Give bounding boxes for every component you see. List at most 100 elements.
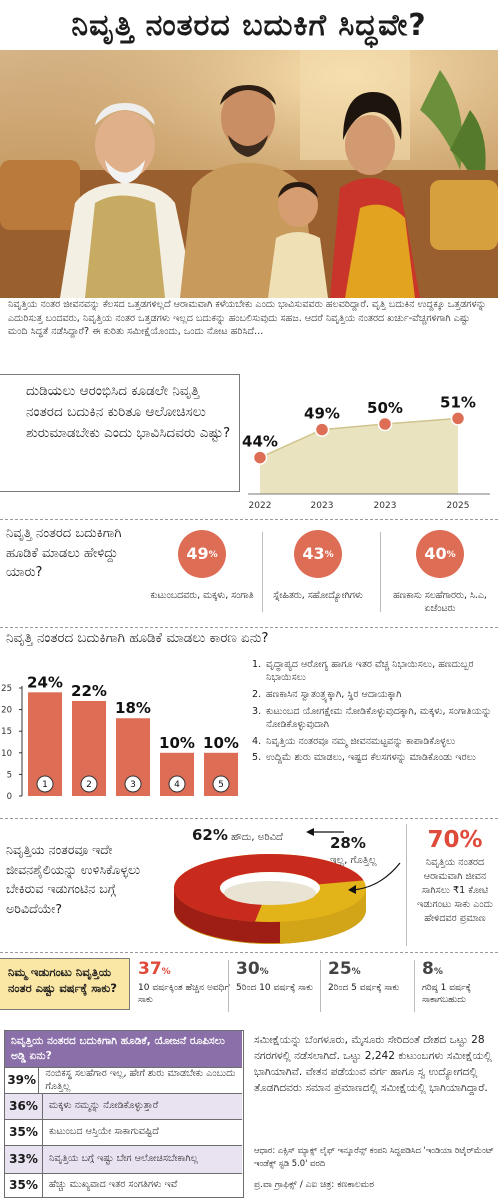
obstacle-percent: 35% bbox=[5, 1174, 43, 1197]
area-data-label: 50% bbox=[367, 399, 403, 417]
reason-text: ವೃದ್ಧಾಪ್ಯದ ಆರೋಗ್ಯ ಹಾಗೂ ಇತರ ವೆಚ್ಚ ನಿಭಾಯಿಸ… bbox=[266, 659, 474, 684]
awareness-no-text: ಇಲ್ಲ, ಗೊತ್ತಿಲ್ಲ bbox=[330, 854, 377, 866]
duration-section: ನಿಮ್ಮ ಇಡುಗಂಟು ನಿವೃತ್ತಿಯ ನಂತರ ಎಷ್ಟು ವರ್ಷಕ… bbox=[0, 954, 498, 1022]
source-note: ಆಧಾರ: ಎಕ್ಸಿಸ್ ಮ್ಯಾಕ್ಸ್ ಲೈಫ್ ಇನ್ಶೂರೆನ್ಸ್ … bbox=[254, 1145, 494, 1168]
separator bbox=[320, 960, 321, 1012]
duration-label: ಗರಿಷ್ಠ 1 ವರ್ಷಕ್ಕೆ ಸಾಕಾಗಬಹುದು bbox=[422, 983, 472, 1006]
duration-cell: 37% 10 ವರ್ಷಕ್ಕಿಂತ ಹೆಚ್ಚಿನ ಅವಧಿಗೆ ಸಾಕು bbox=[130, 958, 230, 1014]
advisor-family-value: 49 bbox=[186, 543, 209, 563]
duration-question: ನಿಮ್ಮ ಇಡುಗಂಟು ನಿವೃತ್ತಿಯ ನಂತರ ಎಷ್ಟು ವರ್ಷಕ… bbox=[0, 958, 130, 1010]
comfort-callout: 70% ನಿವೃತ್ತಿಯ ನಂತರದ ಆರಾಮವಾಗಿ ಜೀವನ ಸಾಗಿಸಲ… bbox=[412, 826, 498, 925]
bar-number-badge bbox=[212, 775, 230, 793]
reasons-title: ನಿವೃತ್ತಿ ನಂತರದ ಬದುಕಿಗಾಗಿ ಹೂಡಿಕೆ ಮಾಡಲು ಕಾ… bbox=[6, 631, 269, 646]
comfort-value: 70% bbox=[427, 827, 483, 853]
obstacle-percent: 35% bbox=[5, 1120, 43, 1145]
trend-section: ದುಡಿಯಲು ಆರಂಭಿಸಿದ ಕೂಡಲೇ ನಿವೃತ್ತಿ ನಂತರದ ಬದ… bbox=[0, 358, 498, 516]
duration-label: 5ರಿಂದ 10 ವರ್ಷಕ್ಕೆ ಸಾಕು bbox=[236, 983, 314, 994]
obstacle-text: ಹೆಚ್ಚು ಮುಖ್ಯವಾದ ಇತರ ಸಂಗತಿಗಳು ಇವೆ bbox=[49, 1179, 178, 1191]
divider bbox=[0, 627, 498, 628]
obstacle-text: ನಂಬಿಕಸ್ಥ ಸಲಹೆಗಾರ ಇಲ್ಲ, ಹೇಗೆ ಶುರು ಮಾಡಬೇಕು… bbox=[45, 1068, 236, 1092]
divider bbox=[0, 519, 498, 520]
obstacle-text: ಕುಟುಂಬದ ಆಸ್ತಿಯೇ ಸಾಕಾಗುವಷ್ಟಿದೆ bbox=[49, 1126, 159, 1138]
awareness-yes-text: ಹೌದು, ಅರಿವಿದೆ bbox=[231, 832, 283, 843]
duration-cell: 8% ಗರಿಷ್ಠ 1 ವರ್ಷಕ್ಕೆ ಸಾಕಾಗಬಹುದು bbox=[414, 958, 498, 1014]
reasons-legend: 1. ವೃದ್ಧಾಪ್ಯದ ಆರೋಗ್ಯ ಹಾಗೂ ಇತರ ವೆಚ್ಚ ನಿಭಾಯ… bbox=[252, 658, 494, 768]
no-pointer bbox=[351, 862, 401, 891]
y-tick-label: 10 bbox=[1, 749, 12, 759]
no-pointer-arrow bbox=[348, 885, 356, 894]
awareness-ring-chart bbox=[174, 828, 401, 944]
duration-cell: 30% 5ರಿಂದ 10 ವರ್ಷಕ್ಕೆ ಸಾಕು bbox=[228, 958, 322, 1014]
intro-paragraph: ನಿವೃತ್ತಿಯ ನಂತರ ಜೀವನವನ್ನು ಕೆಲಸದ ಒತ್ತಡಗಳಿಲ… bbox=[8, 299, 487, 338]
reason-item: 2. ಹಣಕಾಸಿನ ಸ್ವಾತಂತ್ರ್ಯಕ್ಕಾಗಿ, ಸ್ಥಿರ ಆದಾಯಕ… bbox=[252, 688, 494, 701]
area-point bbox=[314, 422, 330, 437]
advisor-friends-label: ಸ್ನೇಹಿತರು, ಸಹೋದ್ಯೋಗಿಗಳು bbox=[273, 590, 363, 601]
reason-item: 1. ವೃದ್ಧಾಪ್ಯದ ಆರೋಗ್ಯ ಹಾಗೂ ಇತರ ವೆಚ್ಚ ನಿಭಾಯ… bbox=[252, 658, 494, 684]
page-title: ನಿವೃತ್ತಿ ನಂತರದ ಬದುಕಿಗೆ ಸಿದ್ಧವೇ? bbox=[71, 7, 427, 43]
trend-question: ದುಡಿಯಲು ಆರಂಭಿಸಿದ ಕೂಡಲೇ ನಿವೃತ್ತಿ ನಂತರದ ಬದ… bbox=[0, 374, 240, 492]
advisor-finance-label: ಹಣಕಾಸು ಸಲಹೆಗಾರರು, ಸಿ.ಎ, ಏಜೆಂಟರು bbox=[393, 590, 487, 614]
y-tick-label: 25 bbox=[1, 684, 12, 694]
area-line bbox=[259, 417, 459, 459]
bar-category-label: 4 bbox=[174, 780, 180, 790]
reason-text: ಹಣಕಾಸಿನ ಸ್ವಾತಂತ್ರ್ಯಕ್ಕಾಗಿ, ಸ್ಥಿರ ಆದಾಯಕ್ಕ… bbox=[266, 688, 402, 700]
advisor-friends-unit: % bbox=[324, 550, 334, 561]
graphics-credit: ಪ್ರ.ವಾ ಗ್ರಾಫಿಕ್ಸ್ / ಎಐ ಚಿತ್ರ: ಕಣಕಾಲಮಠ bbox=[254, 1180, 374, 1190]
survey-note: ಸಮೀಕ್ಷೆಯನ್ನು ಬೆಂಗಳೂರು, ಮೈಸೂರು ಸೇರಿದಂತೆ ದ… bbox=[254, 1034, 492, 1095]
separator bbox=[406, 824, 407, 946]
yes-pointer-arrow bbox=[306, 828, 314, 836]
duration-value: 30% bbox=[236, 959, 269, 979]
advisor-question: ನಿವೃತ್ತಿ ನಂತರದ ಬದುಕಿಗಾಗಿ ಹೂಡಿಕೆ ಮಾಡಲು ಹೇ… bbox=[6, 526, 122, 580]
x-tick-label: 2023 bbox=[311, 501, 334, 511]
obstacles-table: ನಿವೃತ್ತಿಯ ನಂತರದ ಬದುಕಿಗಾಗಿ ಹೂಡಿಕೆ, ಯೋಜನೆ … bbox=[4, 1030, 244, 1198]
y-tick-label: 5 bbox=[7, 770, 12, 780]
reason-text: ಉದ್ದಿಮೆ ಶುರು ಮಾಡಲು, ಇಷ್ಟದ ಕೆಲಸಗಳನ್ನು ಮಾಡ… bbox=[266, 752, 476, 764]
duration-label: 10 ವರ್ಷಕ್ಕಿಂತ ಹೆಚ್ಚಿನ ಅವಧಿಗೆ ಸಾಕು bbox=[138, 983, 230, 1006]
table-row: 36% ಮಕ್ಕಳು ನಮ್ಮನ್ನು ನೋಡಿಕೊಳ್ಳುತ್ತಾರೆ bbox=[5, 1093, 242, 1119]
advisor-family-circle: 49% bbox=[178, 530, 226, 578]
advisor-finance-circle: 40% bbox=[416, 530, 464, 578]
ring-slice-yes bbox=[174, 854, 364, 922]
bar-category-label: 1 bbox=[42, 780, 48, 790]
awareness-yes-value: 62% bbox=[192, 826, 228, 844]
advisor-friends-circle: 43% bbox=[294, 530, 342, 578]
divider bbox=[0, 818, 498, 819]
reason-text: ನಿವೃತ್ತಿಯ ನಂತರವೂ ನಮ್ಮ ಜೀವನಮಟ್ಟವನ್ನು ಕಾಪಾ… bbox=[266, 735, 456, 747]
obstacle-percent: 39% bbox=[5, 1068, 40, 1093]
advisor-finance-unit: % bbox=[446, 550, 456, 561]
table-row: 35% ಕುಟುಂಬದ ಆಸ್ತಿಯೇ ಸಾಕಾಗುವಷ್ಟಿದೆ bbox=[5, 1119, 242, 1145]
awareness-no-value: 28% bbox=[330, 834, 366, 852]
reason-number: 5. bbox=[252, 752, 262, 764]
bar-number-badge bbox=[168, 775, 186, 793]
reasons-bar-chart: 25 20 15 10 5 0 24% 1 22% 2 18% 3 10% 4 10% 5 bbox=[1, 673, 239, 802]
advisor-family-label: ಕುಟುಂಬದವರು, ಮಕ್ಕಳು, ಸಂಗಾತಿ bbox=[150, 590, 254, 601]
obstacle-percent: 36% bbox=[5, 1094, 43, 1119]
comfort-text: ನಿವೃತ್ತಿಯ ನಂತರದ ಆರಾಮವಾಗಿ ಜೀವನ ಸಾಗಿಸಲು ₹1… bbox=[417, 856, 493, 924]
reason-item: 3. ಕುಟುಂಬದ ಯೋಗಕ್ಷೇಮ ನೋಡಿಕೊಳ್ಳುವುದಕ್ಕಾಗಿ, … bbox=[252, 705, 494, 731]
ring-hole-inner bbox=[224, 881, 316, 905]
separator bbox=[262, 532, 263, 612]
trend-area-chart: 44% 2022 49% 2023 50% 2023 51% 2025 bbox=[242, 393, 490, 511]
advisor-section: ನಿವೃತ್ತಿ ನಂತರದ ಬದುಕಿಗಾಗಿ ಹೂಡಿಕೆ ಮಾಡಲು ಹೇ… bbox=[0, 520, 498, 625]
bar-number-badge bbox=[36, 775, 54, 793]
awareness-no-label: 28% ಇಲ್ಲ, ಗೊತ್ತಿಲ್ಲ bbox=[330, 834, 400, 867]
reason-text: ಕುಟುಂಬದ ಯೋಗಕ್ಷೇಮ ನೋಡಿಕೊಳ್ಳುವುದಕ್ಕಾಗಿ, ಮಕ… bbox=[266, 705, 492, 730]
obstacle-text: ಮಕ್ಕಳು ನಮ್ಮನ್ನು ನೋಡಿಕೊಳ್ಳುತ್ತಾರೆ bbox=[49, 1100, 159, 1112]
advisor-family-unit: % bbox=[208, 550, 218, 561]
area-data-label: 51% bbox=[440, 393, 476, 411]
separator bbox=[380, 532, 381, 612]
bar-data-label: 22% bbox=[71, 682, 107, 700]
obstacle-percent: 33% bbox=[5, 1146, 43, 1173]
area-fill bbox=[260, 418, 458, 494]
area-data-label: 44% bbox=[242, 433, 278, 451]
bar-data-label: 18% bbox=[115, 699, 151, 717]
reason-number: 3. bbox=[252, 705, 262, 717]
y-tick-label: 20 bbox=[1, 706, 12, 716]
awareness-question: ನಿವೃತ್ತಿಯ ನಂತರವೂ ಇದೇ ಜೀವನಶೈಲಿಯನ್ನು ಉಳಿಸಿ… bbox=[6, 842, 141, 916]
reason-item: 4. ನಿವೃತ್ತಿಯ ನಂತರವೂ ನಮ್ಮ ಜೀವನಮಟ್ಟವನ್ನು ಕಾ… bbox=[252, 735, 494, 748]
bar-category-label: 3 bbox=[130, 780, 136, 790]
duration-cell: 25% 2ರಿಂದ 5 ವರ್ಷಕ್ಕೆ ಸಾಕು bbox=[320, 958, 414, 1014]
divider bbox=[0, 952, 498, 953]
awareness-yes-label: 62% ಹೌದು, ಅರಿವಿದೆ bbox=[192, 826, 283, 846]
